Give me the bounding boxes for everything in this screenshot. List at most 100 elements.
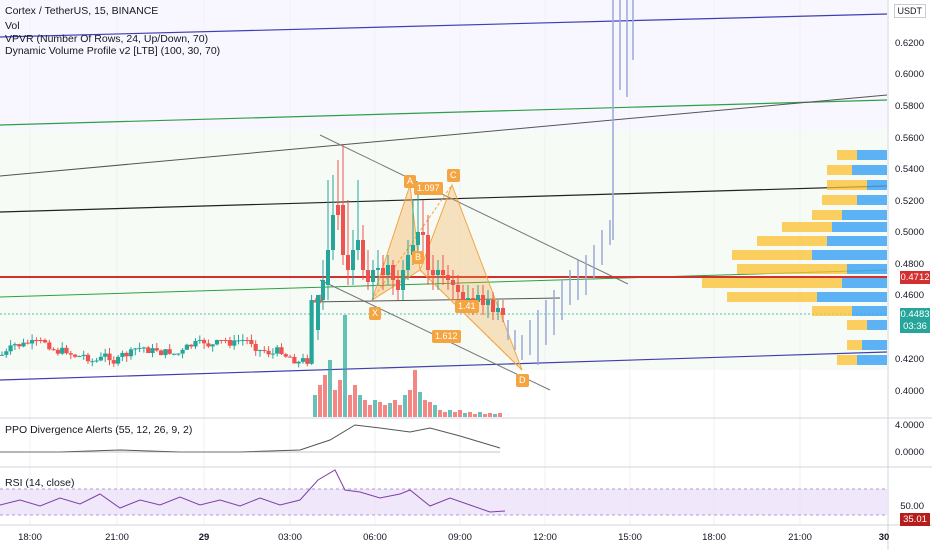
volume-profile-bar-up	[857, 355, 887, 365]
rsi-title[interactable]: RSI (14, close)	[5, 477, 75, 489]
volume-profile-bar-down	[782, 222, 832, 232]
candle-body	[98, 356, 103, 361]
candle-body	[266, 350, 271, 355]
volume-bar	[353, 385, 357, 417]
volume-profile-bar-up	[847, 264, 887, 274]
candle-body	[223, 340, 228, 341]
candle-body	[167, 349, 172, 354]
volume-bars	[313, 315, 502, 417]
candle-body	[232, 340, 237, 346]
candle-body	[441, 270, 445, 275]
candle-body	[416, 232, 420, 245]
candle-body	[326, 250, 330, 285]
volume-profile-bar-up	[852, 306, 887, 316]
ppo-title[interactable]: PPO Divergence Alerts (55, 12, 26, 9, 2)	[5, 424, 193, 436]
candle-body	[501, 308, 505, 315]
volume-profile-bar-up	[812, 250, 887, 260]
price-tick: 0.4200	[894, 354, 924, 365]
time-tick: 18:00	[702, 532, 726, 543]
volume-bar	[413, 370, 417, 417]
time-tick: 30	[878, 532, 890, 543]
pattern-ratio-xb: 1.41	[455, 300, 479, 313]
indicator-vpvr[interactable]: VPVR (Number Of Rows, 24, Up/Down, 70)	[5, 33, 209, 45]
time-tick: 18:00	[18, 532, 42, 543]
pattern-point-a: A	[404, 175, 417, 188]
volume-bar	[358, 395, 362, 417]
rsi-current-tag: 35.01	[900, 513, 930, 526]
candle-body	[51, 349, 56, 351]
volume-bar	[483, 414, 487, 417]
volume-profile-bar-up	[827, 236, 887, 246]
time-tick: 29	[198, 532, 210, 543]
candle-body	[193, 340, 198, 347]
candle-body	[73, 354, 78, 357]
candle-body	[60, 347, 65, 354]
volume-profile-bar-down	[727, 292, 817, 302]
volume-bar	[453, 412, 457, 417]
candle-body	[275, 347, 280, 354]
volume-profile-bar-up	[832, 222, 887, 232]
candle-body	[206, 343, 211, 347]
ppo-tick: 0.0000	[894, 447, 924, 458]
volume-profile-bar-down	[812, 306, 852, 316]
volume-bar	[348, 395, 352, 417]
time-tick: 03:00	[278, 532, 302, 543]
candle-body	[292, 356, 297, 364]
ppo-line	[0, 424, 501, 453]
volume-profile-bar-up	[817, 292, 887, 302]
volume-bar	[383, 405, 387, 417]
candle-body	[42, 340, 48, 343]
volume-bar	[373, 400, 377, 417]
volume-bar	[498, 413, 502, 417]
candle-body	[236, 340, 241, 342]
candle-body	[90, 361, 95, 363]
candle-body	[466, 298, 470, 300]
candle-body	[154, 348, 159, 351]
indicator-dynamic-volume-profile[interactable]: Dynamic Volume Profile v2 [LTB] (100, 30…	[5, 45, 221, 57]
candle-body	[4, 351, 9, 355]
volume-profile-bar-down	[837, 355, 857, 365]
price-tick: 0.4600	[894, 290, 924, 301]
volume-profile-bar-down	[812, 210, 842, 220]
candle-body	[116, 356, 121, 364]
candle-body	[411, 245, 415, 255]
currency-button[interactable]: USDT	[893, 4, 926, 18]
volume-bar	[323, 375, 327, 417]
candle-body	[38, 340, 43, 341]
volume-bar	[388, 403, 392, 417]
candle-body	[366, 270, 370, 282]
candle-body	[111, 360, 116, 364]
candle-body	[309, 300, 314, 364]
price-tick: 0.5000	[894, 227, 924, 238]
current-price-tag: 0.4483	[900, 308, 930, 321]
volume-bar	[463, 413, 467, 417]
time-tick: 21:00	[105, 532, 129, 543]
indicator-vol[interactable]: Vol	[5, 20, 20, 32]
candle-body	[103, 353, 108, 357]
candle-body	[451, 280, 455, 285]
candle-body	[85, 354, 91, 362]
time-tick: 12:00	[533, 532, 557, 543]
volume-profile-bar-down	[827, 180, 867, 190]
volume-bar	[393, 400, 397, 417]
candle-body	[202, 340, 207, 344]
candle-body	[481, 295, 485, 305]
volume-profile-bar-down	[837, 150, 857, 160]
candle-body	[249, 340, 254, 345]
volume-profile-bar-up	[842, 210, 887, 220]
volume-bar	[438, 410, 442, 417]
candle-body	[396, 280, 400, 290]
candle-body	[8, 345, 13, 352]
candle-body	[279, 347, 284, 355]
candle-body	[461, 292, 465, 300]
candle-body	[401, 270, 405, 290]
candle-body	[240, 340, 245, 341]
volume-profile-bar-down	[847, 320, 867, 330]
candle-body	[77, 356, 82, 358]
price-tick: 0.4000	[894, 386, 924, 397]
price-tick: 0.5400	[894, 164, 924, 175]
candle-body	[316, 295, 320, 330]
candle-body	[197, 340, 202, 341]
candle-body	[346, 255, 350, 270]
